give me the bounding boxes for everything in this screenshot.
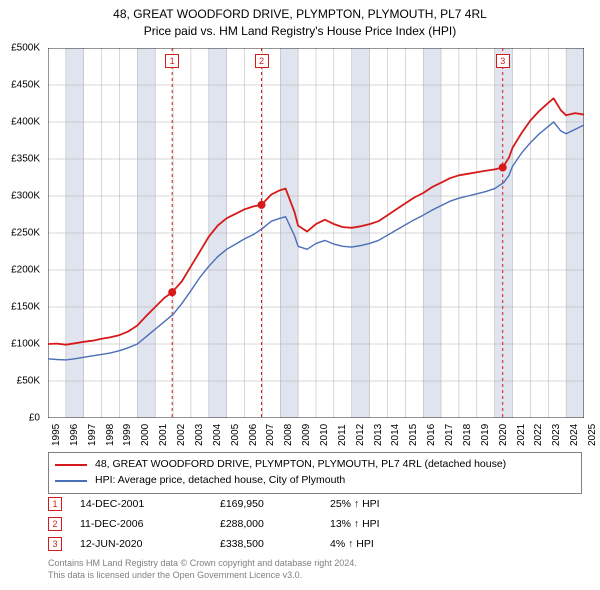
x-tick-label: 1997 [87,424,98,446]
sale-marker-badge: 3 [48,537,62,551]
y-tick-label: £400K [11,117,40,128]
sale-row: 2 11-DEC-2006£288,00013% ↑ HPI [48,514,582,534]
x-tick-label: 2006 [248,424,259,446]
legend-swatch [55,464,87,466]
x-tick-label: 2020 [498,424,509,446]
chart-svg [48,48,584,418]
x-tick-label: 2000 [140,424,151,446]
legend-item: 48, GREAT WOODFORD DRIVE, PLYMPTON, PLYM… [55,457,575,473]
sale-date: 11-DEC-2006 [80,518,220,530]
x-tick-label: 2021 [516,424,527,446]
sale-price: £288,000 [220,518,330,530]
x-tick-label: 2025 [587,424,598,446]
title-line-2: Price paid vs. HM Land Registry's House … [0,23,600,40]
y-tick-label: £350K [11,154,40,165]
y-tick-label: £50K [17,376,40,387]
sale-price: £169,950 [220,498,330,510]
x-tick-label: 2010 [319,424,330,446]
x-tick-label: 2018 [462,424,473,446]
x-tick-label: 1999 [122,424,133,446]
sale-price: £338,500 [220,538,330,550]
sale-row: 3 12-JUN-2020£338,5004% ↑ HPI [48,534,582,554]
x-tick-label: 2005 [230,424,241,446]
sale-date: 14-DEC-2001 [80,498,220,510]
x-axis: 1995 1996 1997 1998 1999 2000 2001 2002 2003 2004… [48,418,584,448]
x-tick-label: 1998 [105,424,116,446]
x-tick-label: 1996 [69,424,80,446]
y-tick-label: £450K [11,80,40,91]
sale-date: 12-JUN-2020 [80,538,220,550]
sale-delta: 25% ↑ HPI [330,498,440,510]
y-tick-label: £300K [11,191,40,202]
sale-marker-3: 3 [496,54,510,68]
sales-table: 1 14-DEC-2001£169,95025% ↑ HPI 2 11-DEC-200… [48,494,582,554]
x-tick-label: 2001 [158,424,169,446]
x-tick-label: 2012 [355,424,366,446]
attribution: Contains HM Land Registry data © Crown c… [48,558,357,581]
x-tick-label: 2002 [176,424,187,446]
y-tick-label: £0 [29,413,40,424]
chart-title: 48, GREAT WOODFORD DRIVE, PLYMPTON, PLYM… [0,0,600,40]
x-tick-label: 1995 [51,424,62,446]
x-tick-label: 2015 [408,424,419,446]
sale-marker-2: 2 [255,54,269,68]
x-tick-label: 2008 [283,424,294,446]
legend-item: HPI: Average price, detached house, City… [55,473,575,489]
title-line-1: 48, GREAT WOODFORD DRIVE, PLYMPTON, PLYM… [0,6,600,23]
x-tick-label: 2004 [212,424,223,446]
x-tick-label: 2017 [444,424,455,446]
y-tick-label: £250K [11,228,40,239]
x-tick-label: 2011 [337,424,348,446]
x-tick-label: 2013 [373,424,384,446]
x-tick-label: 2022 [533,424,544,446]
sale-delta: 4% ↑ HPI [330,538,440,550]
legend-label: HPI: Average price, detached house, City… [95,473,345,489]
y-tick-label: £100K [11,339,40,350]
x-tick-label: 2016 [426,424,437,446]
y-axis: £0£50K£100K£150K£200K£250K£300K£350K£400… [0,48,44,418]
sale-row: 1 14-DEC-2001£169,95025% ↑ HPI [48,494,582,514]
sale-marker-1: 1 [165,54,179,68]
legend: 48, GREAT WOODFORD DRIVE, PLYMPTON, PLYM… [48,452,582,494]
legend-swatch [55,480,87,482]
attribution-line-1: Contains HM Land Registry data © Crown c… [48,558,357,570]
attribution-line-2: This data is licensed under the Open Gov… [48,570,357,582]
legend-label: 48, GREAT WOODFORD DRIVE, PLYMPTON, PLYM… [95,457,506,473]
y-tick-label: £200K [11,265,40,276]
x-tick-label: 2007 [265,424,276,446]
x-tick-label: 2019 [480,424,491,446]
x-tick-label: 2014 [390,424,401,446]
x-tick-label: 2009 [301,424,312,446]
x-tick-label: 2024 [569,424,580,446]
y-tick-label: £500K [11,43,40,54]
sale-marker-badge: 1 [48,497,62,511]
sale-delta: 13% ↑ HPI [330,518,440,530]
chart-plot-area: 1 2 3 [48,48,584,418]
x-tick-label: 2003 [194,424,205,446]
sale-marker-badge: 2 [48,517,62,531]
x-tick-label: 2023 [551,424,562,446]
y-tick-label: £150K [11,302,40,313]
